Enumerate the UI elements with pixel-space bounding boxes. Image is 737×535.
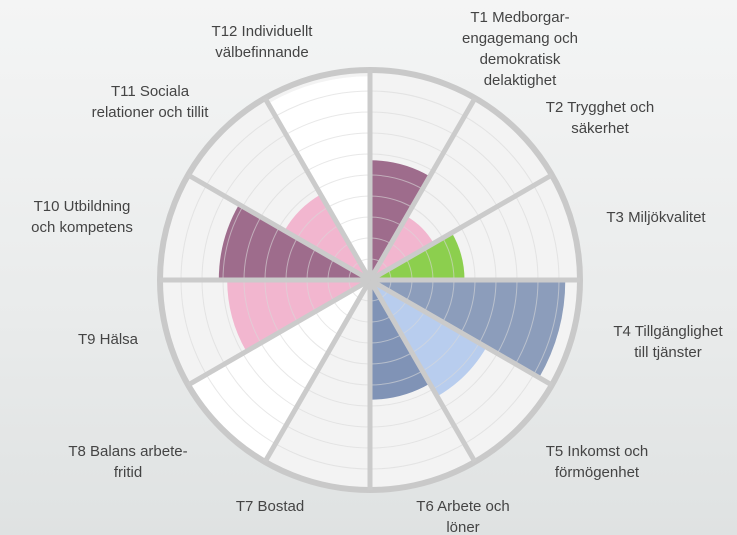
- category-label: demokratisk: [480, 51, 561, 68]
- category-label: till tjänster: [634, 344, 702, 361]
- category-label: T3 Miljökvalitet: [606, 209, 706, 226]
- category-label: och kompetens: [31, 219, 133, 236]
- category-label: T2 Trygghet och: [546, 99, 654, 116]
- category-label: T11 Sociala: [111, 83, 190, 100]
- category-label: löner: [446, 519, 479, 535]
- category-label: fritid: [114, 464, 142, 481]
- category-label: T7 Bostad: [236, 498, 304, 515]
- spoke: [368, 277, 554, 388]
- sector: [370, 216, 434, 280]
- spoke: [186, 277, 372, 388]
- sector: [268, 76, 370, 280]
- category-label: T10 Utbildning: [34, 198, 131, 215]
- spoke: [262, 278, 373, 464]
- spoke: [367, 96, 478, 282]
- spoke: [262, 96, 373, 282]
- spoke: [186, 172, 372, 283]
- category-label: förmögenhet: [555, 464, 640, 481]
- sector: [370, 280, 566, 378]
- category-label: T9 Hälsa: [78, 331, 139, 348]
- category-label: T5 Inkomst och: [546, 443, 649, 460]
- spoke: [368, 172, 554, 283]
- category-label: T8 Balans arbete-: [68, 443, 187, 460]
- sector: [284, 194, 370, 280]
- category-label: T1 Medborgar-: [470, 9, 569, 26]
- category-label: engagemang och: [462, 30, 578, 47]
- category-label: relationer och tillit: [92, 104, 210, 121]
- category-label: säkerhet: [571, 120, 629, 137]
- sector: [370, 280, 487, 397]
- category-label: T4 Tillgänglighet: [613, 323, 723, 340]
- category-label: T12 Individuellt: [212, 23, 314, 40]
- sector: [188, 280, 370, 462]
- spoke: [367, 278, 478, 464]
- category-label: T6 Arbete och: [416, 498, 509, 515]
- category-label: delaktighet: [484, 72, 557, 89]
- category-label: välbefinnande: [215, 44, 308, 61]
